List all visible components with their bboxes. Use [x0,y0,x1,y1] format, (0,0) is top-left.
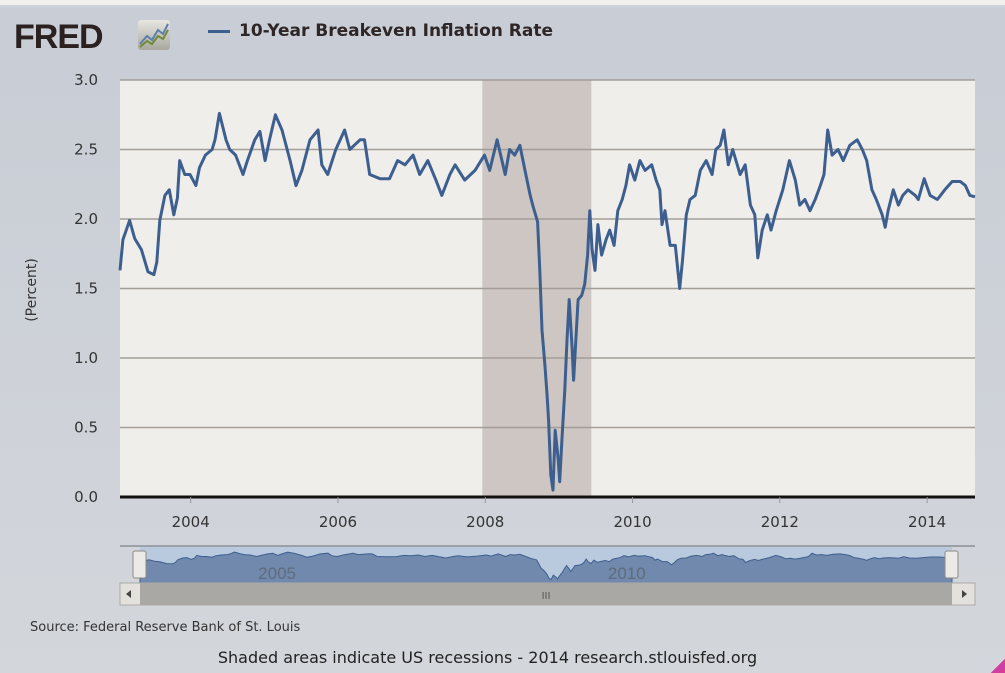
navigator-series-area [139,551,953,584]
scrollbar-thumb[interactable] [140,583,952,605]
navigator-handle[interactable] [132,550,147,579]
series-line [118,111,976,492]
y-tick-label: 0.5 [74,419,98,437]
source-text: Source: Federal Reserve Bank of St. Loui… [30,620,301,635]
resize-corner-icon[interactable] [991,659,1005,673]
y-tick-label: 3.0 [74,71,98,89]
navigator-handle[interactable] [944,550,959,579]
legend-swatch [208,29,230,33]
top-strip [0,0,1005,5]
x-tick-label: 2014 [908,513,946,531]
y-tick-label: 2.5 [74,141,98,159]
y-tick-label: 0.0 [74,488,98,506]
scroll-left-icon[interactable] [126,590,131,598]
legend: 10-Year Breakeven Inflation Rate [208,21,553,41]
x-tick-label: 2012 [761,513,799,531]
scrollbar-grip[interactable]: III [542,591,551,602]
navigator-year-label: 2010 [608,564,646,583]
x-tick-label: 2006 [319,513,357,531]
x-tick-label: 2010 [613,513,651,531]
y-tick-label: 1.5 [74,280,98,298]
fred-chart-logo-icon [138,20,170,50]
x-tick-label: 2004 [172,513,210,531]
y-axis-label: (Percent) [24,258,40,322]
fred-logo: FRED [14,18,104,56]
recession-note: Shaded areas indicate US recessions - 20… [217,648,758,667]
legend-label: 10-Year Breakeven Inflation Rate [239,21,553,41]
y-tick-label: 1.0 [74,349,98,367]
scroll-right-icon[interactable] [962,590,967,598]
y-tick-label: 2.0 [74,210,98,228]
navigator-year-label: 2005 [258,564,296,583]
x-tick-label: 2008 [466,513,504,531]
